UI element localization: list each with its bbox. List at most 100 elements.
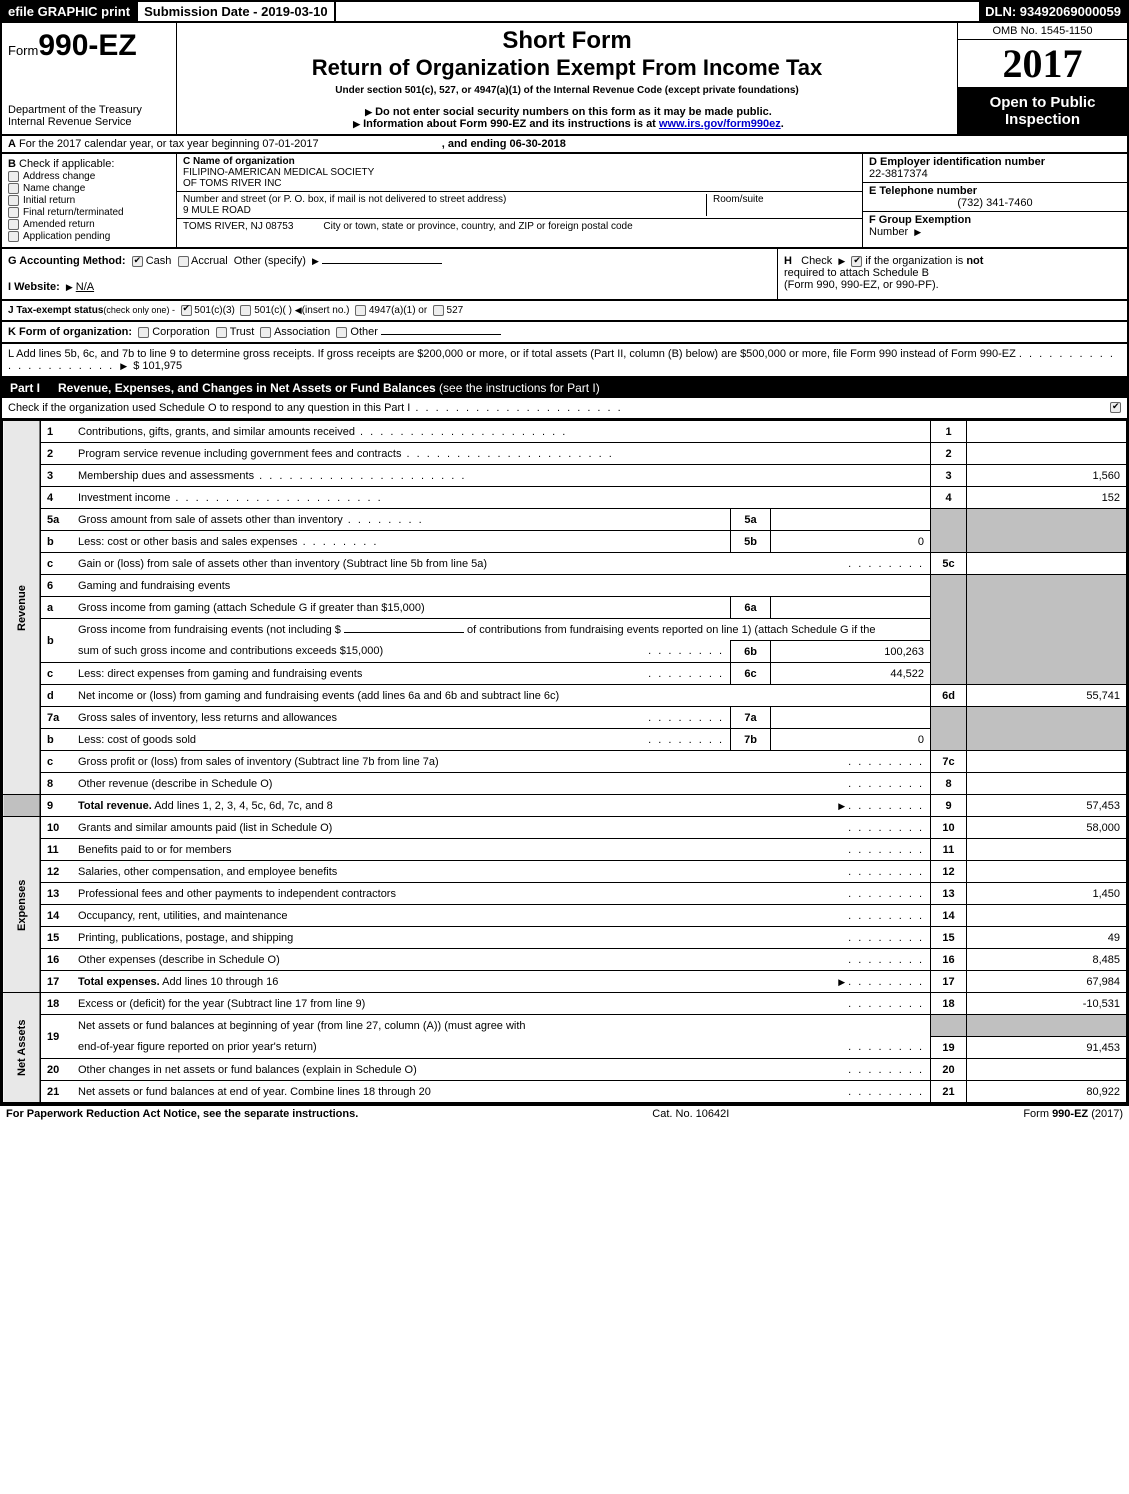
line-desc: Less: direct expenses from gaming and fu…	[78, 668, 362, 680]
h-label: H	[784, 255, 792, 267]
checkbox-4947[interactable]	[355, 305, 366, 316]
j-501c3: 501(c)(3)	[194, 305, 235, 316]
checkbox-amended-return[interactable]	[8, 219, 19, 230]
addr-change-label: Address change	[23, 171, 95, 182]
line-num: 13	[40, 883, 72, 905]
line-num: 18	[40, 993, 72, 1015]
line-num: 6	[40, 575, 72, 597]
checkbox-accrual[interactable]	[178, 256, 189, 267]
revenue-side-label: Revenue	[3, 421, 41, 795]
line-value	[967, 905, 1127, 927]
line-value: 152	[967, 487, 1127, 509]
k-other-input[interactable]	[381, 334, 501, 335]
line-desc: Occupancy, rent, utilities, and maintena…	[78, 910, 288, 922]
shaded-cell	[931, 509, 967, 553]
sub-ref: 7a	[731, 707, 771, 729]
checkbox-initial-return[interactable]	[8, 195, 19, 206]
submission-date: Submission Date - 2019-03-10	[138, 2, 336, 21]
f-label: F Group Exemption	[869, 214, 971, 226]
checkbox-assoc[interactable]	[260, 327, 271, 338]
line-value: -10,531	[967, 993, 1127, 1015]
gh-row: G Accounting Method: Cash Accrual Other …	[0, 249, 1129, 301]
j-501c: 501(c)( )	[254, 305, 292, 316]
line-value: 80,922	[967, 1081, 1127, 1103]
line-desc: Gain or (loss) from sale of assets other…	[78, 558, 487, 570]
header-center: Short Form Return of Organization Exempt…	[177, 23, 957, 134]
line-ref: 8	[931, 773, 967, 795]
footer-right: Form 990-EZ (2017)	[1023, 1108, 1123, 1120]
shaded-cell	[967, 1015, 1127, 1037]
j-4947: 4947(a)(1) or	[369, 305, 427, 316]
checkbox-trust[interactable]	[216, 327, 227, 338]
checkbox-name-change[interactable]	[8, 183, 19, 194]
info-line: Information about Form 990-EZ and its in…	[187, 118, 947, 130]
line-num: 19	[40, 1015, 72, 1059]
sub-value	[771, 707, 931, 729]
line-num: 11	[40, 839, 72, 861]
line-num: 16	[40, 949, 72, 971]
part1-table: Revenue 1 Contributions, gifts, grants, …	[0, 420, 1129, 1105]
line-ref: 13	[931, 883, 967, 905]
line-value: 8,485	[967, 949, 1127, 971]
sub-ref: 6a	[731, 597, 771, 619]
header-left: Form990-EZ Department of the Treasury In…	[2, 23, 177, 134]
section-h: H Check if the organization is not requi…	[777, 249, 1127, 299]
j-label: J Tax-exempt status	[8, 305, 103, 316]
line-ref: 7c	[931, 751, 967, 773]
part1-label: Part I	[10, 381, 40, 395]
checkbox-address-change[interactable]	[8, 171, 19, 182]
k-corp: Corporation	[152, 326, 209, 338]
do-not-enter: Do not enter social security numbers on …	[187, 106, 947, 118]
line-value: 67,984	[967, 971, 1127, 993]
sub-value	[771, 509, 931, 531]
sub-ref: 6c	[731, 663, 771, 685]
b-label: Check if applicable:	[19, 158, 114, 170]
netassets-side-label: Net Assets	[3, 993, 41, 1103]
line-num: b	[40, 729, 72, 751]
part1-header: Part I Revenue, Expenses, and Changes in…	[0, 378, 1129, 398]
checkbox-final-return[interactable]	[8, 207, 19, 218]
line-value	[967, 443, 1127, 465]
topbar-spacer	[336, 2, 980, 21]
efile-label: efile GRAPHIC print	[2, 2, 138, 21]
line-desc: Investment income	[78, 492, 170, 504]
line-desc: Net income or (loss) from gaming and fun…	[78, 690, 559, 702]
line-num: c	[40, 663, 72, 685]
line-desc: Gross amount from sale of assets other t…	[78, 514, 343, 526]
info-link[interactable]: www.irs.gov/form990ez	[659, 118, 781, 130]
line-num: 15	[40, 927, 72, 949]
city-value: TOMS RIVER, NJ 08753	[183, 221, 293, 232]
street-address: 9 MULE ROAD	[183, 205, 706, 216]
open-line1: Open to Public	[964, 94, 1121, 111]
line-desc: Program service revenue including govern…	[78, 448, 401, 460]
checkbox-501c[interactable]	[240, 305, 251, 316]
checkbox-schedule-o[interactable]	[1110, 402, 1121, 413]
line-num: b	[40, 531, 72, 553]
pending-label: Application pending	[23, 231, 110, 242]
accrual-label: Accrual	[191, 255, 228, 267]
info-prefix: Information about Form 990-EZ and its in…	[363, 118, 659, 130]
omb-number: OMB No. 1545-1150	[958, 23, 1127, 40]
checkbox-527[interactable]	[433, 305, 444, 316]
line-ref: 9	[931, 795, 967, 817]
line-num: 9	[40, 795, 72, 817]
line-desc: Printing, publications, postage, and shi…	[78, 932, 293, 944]
fundraising-amount-input[interactable]	[344, 632, 464, 633]
checkbox-application-pending[interactable]	[8, 231, 19, 242]
checkbox-h[interactable]	[851, 256, 862, 267]
section-l: L Add lines 5b, 6c, and 7b to line 9 to …	[0, 344, 1129, 378]
other-specify-input[interactable]	[322, 263, 442, 264]
line-value: 1,560	[967, 465, 1127, 487]
l-amount: $ 101,975	[133, 360, 182, 372]
checkbox-corp[interactable]	[138, 327, 149, 338]
page-footer: For Paperwork Reduction Act Notice, see …	[0, 1105, 1129, 1122]
sub-ref: 5b	[731, 531, 771, 553]
k-other: Other	[350, 326, 378, 338]
checkbox-501c3[interactable]	[181, 305, 192, 316]
line-ref: 19	[931, 1037, 967, 1059]
k-trust: Trust	[230, 326, 255, 338]
line-value	[967, 421, 1127, 443]
checkbox-cash[interactable]	[132, 256, 143, 267]
checkbox-other-org[interactable]	[336, 327, 347, 338]
line-num: 3	[40, 465, 72, 487]
